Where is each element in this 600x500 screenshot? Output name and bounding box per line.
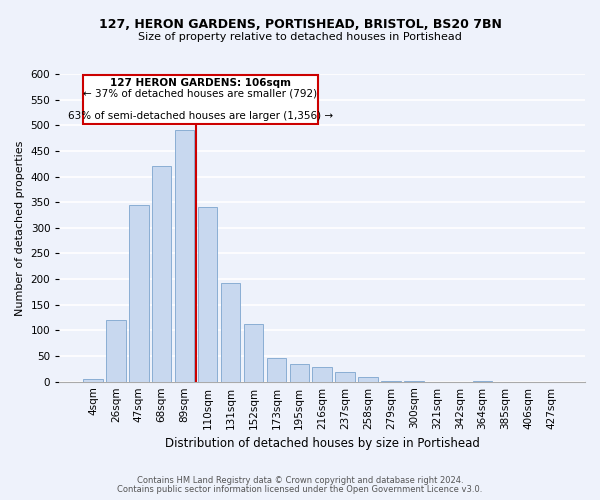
X-axis label: Distribution of detached houses by size in Portishead: Distribution of detached houses by size …: [165, 437, 479, 450]
Bar: [175, 130, 194, 382]
FancyBboxPatch shape: [83, 75, 317, 124]
Bar: [473, 381, 493, 382]
Bar: [83, 379, 103, 382]
Bar: [129, 205, 149, 382]
Text: 63% of semi-detached houses are larger (1,356) →: 63% of semi-detached houses are larger (…: [68, 111, 332, 121]
Text: ← 37% of detached houses are smaller (792): ← 37% of detached houses are smaller (79…: [83, 88, 317, 99]
Text: 127, HERON GARDENS, PORTISHEAD, BRISTOL, BS20 7BN: 127, HERON GARDENS, PORTISHEAD, BRISTOL,…: [98, 18, 502, 30]
Bar: [358, 376, 378, 382]
Bar: [313, 368, 332, 382]
Bar: [290, 364, 309, 382]
Bar: [152, 166, 172, 382]
Bar: [381, 380, 401, 382]
Bar: [266, 358, 286, 382]
Bar: [198, 208, 217, 382]
Bar: [335, 372, 355, 382]
Bar: [404, 381, 424, 382]
Text: Size of property relative to detached houses in Portishead: Size of property relative to detached ho…: [138, 32, 462, 42]
Bar: [106, 320, 125, 382]
Y-axis label: Number of detached properties: Number of detached properties: [15, 140, 25, 316]
Text: 127 HERON GARDENS: 106sqm: 127 HERON GARDENS: 106sqm: [110, 78, 290, 88]
Bar: [221, 283, 240, 382]
Bar: [244, 324, 263, 382]
Text: Contains HM Land Registry data © Crown copyright and database right 2024.: Contains HM Land Registry data © Crown c…: [137, 476, 463, 485]
Text: Contains public sector information licensed under the Open Government Licence v3: Contains public sector information licen…: [118, 484, 482, 494]
